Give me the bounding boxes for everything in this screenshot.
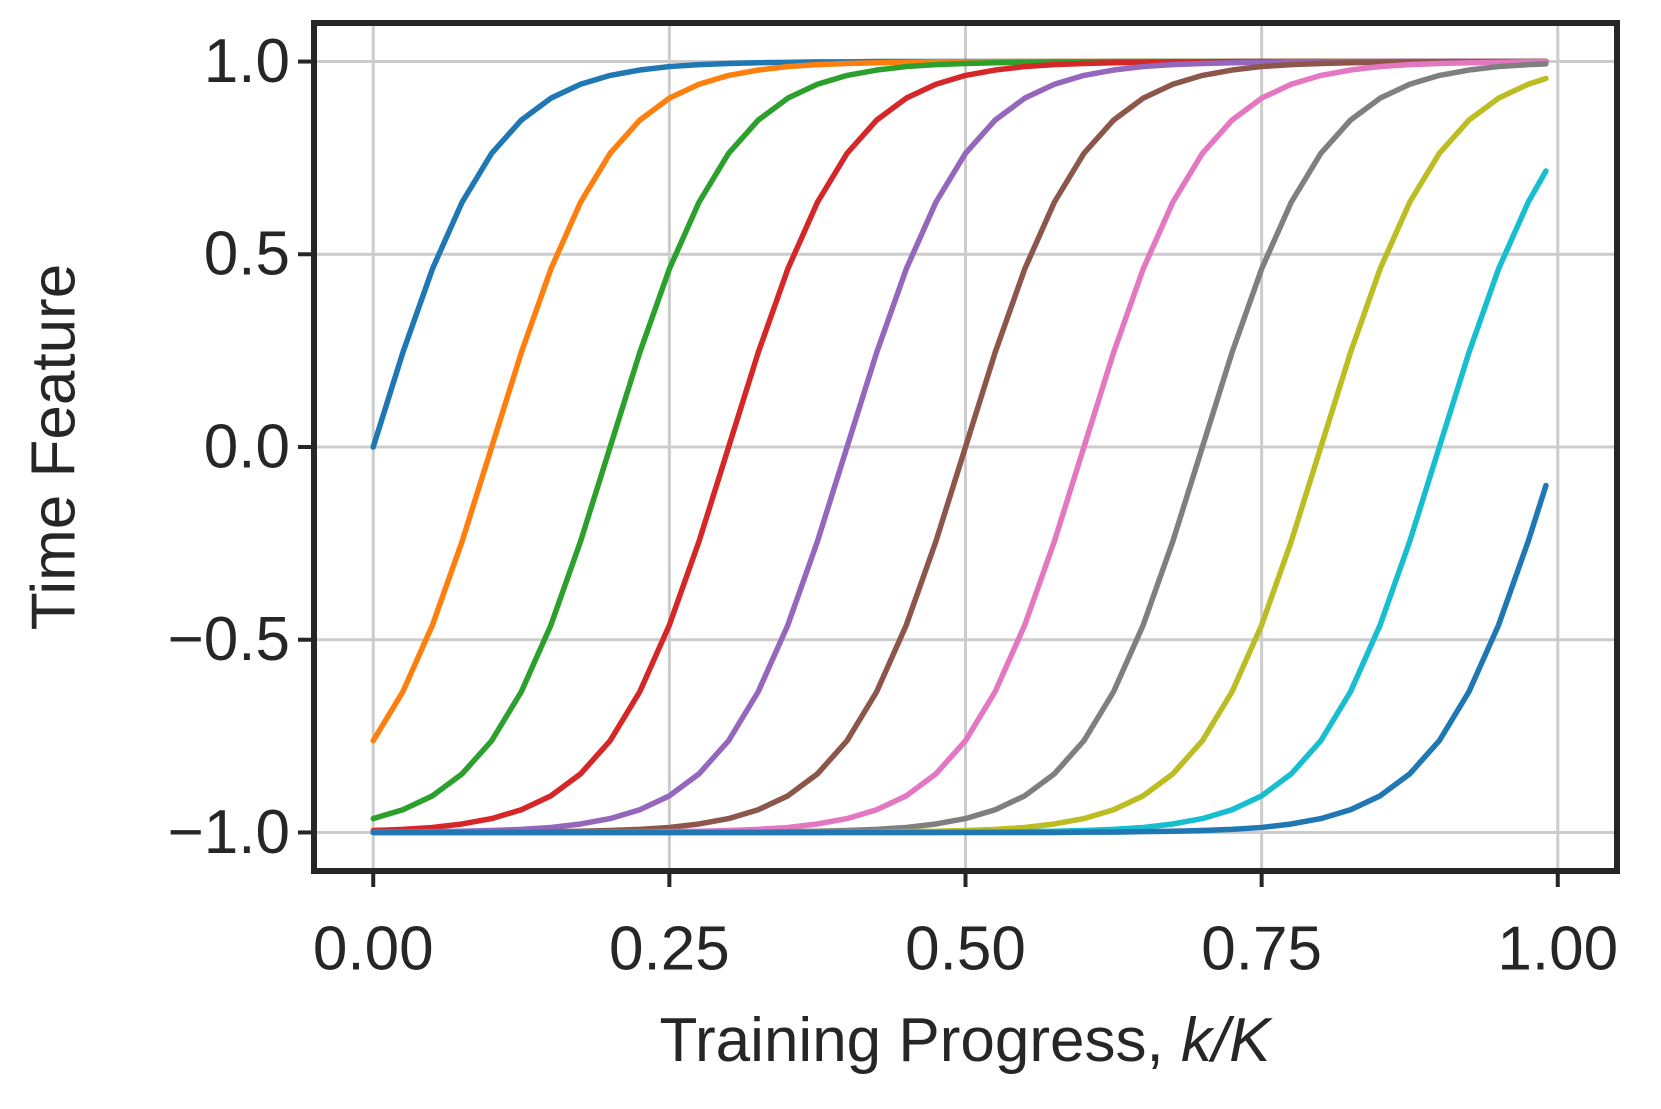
y-tick-label: −1.0 <box>168 798 290 867</box>
x-tick-label: 0.50 <box>905 914 1026 983</box>
series-line <box>370 58 1549 822</box>
y-axis-label: Time Feature <box>19 264 88 630</box>
y-tick-label: 1.0 <box>204 27 290 96</box>
x-tick-label: 0.25 <box>609 914 730 983</box>
x-axis-label-text: Training Progress, <box>659 1006 1180 1075</box>
y-tick-label: −0.5 <box>168 605 290 674</box>
x-tick-label: 0.75 <box>1201 914 1322 983</box>
y-tick-label: 0.0 <box>204 412 290 481</box>
series-line <box>370 75 1549 836</box>
x-tick-label: 0.00 <box>313 914 434 983</box>
x-axis-label-math: k/K <box>1181 1006 1273 1075</box>
y-tick-label: 0.5 <box>204 220 290 289</box>
series-line <box>370 482 1549 836</box>
x-axis-label: Training Progress, k/K <box>659 1006 1273 1075</box>
plot-frame <box>311 20 1620 874</box>
x-tick-label: 1.00 <box>1497 914 1618 983</box>
